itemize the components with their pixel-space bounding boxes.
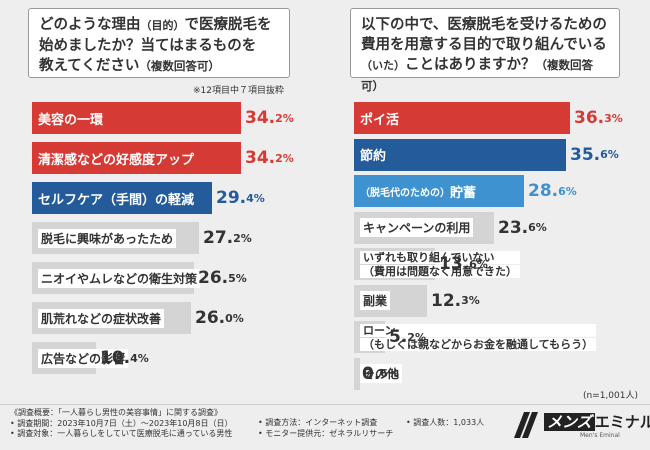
- bar: 脱毛に興味があったため: [32, 222, 199, 254]
- bar-label: 肌荒れなどの症状改善: [38, 308, 165, 328]
- bar-label: いずれも取り組んでいない: [360, 250, 520, 264]
- bar-value-label: 29. 4%: [216, 188, 265, 208]
- bar-value-label: 27. 2%: [203, 228, 252, 248]
- bar-value-label: 0. 6%: [362, 363, 399, 384]
- logo-text: メンズ エミナル: [544, 411, 650, 432]
- bar-value-label: 35. 6%: [570, 144, 619, 165]
- bar: 肌荒れなどの症状改善: [32, 302, 191, 334]
- bar-label: ローン: [360, 323, 597, 337]
- bar-label: キャンペーンの利用: [360, 218, 474, 237]
- footer-survey-provider: • モニター提供元：ゼネラルリサーチ: [258, 428, 394, 438]
- bar-label: 貯蓄: [450, 185, 477, 201]
- footer-survey-method: • 調査方法：インターネット調査: [258, 418, 378, 427]
- bar: ローン （もしくは親などからお金を融通してもらう）: [354, 321, 597, 353]
- bar-label: 脱毛に興味があったため: [38, 228, 177, 248]
- survey-footer: 《調査概要：「一人暮らし男性の美容事情」に関する調査》 • 調査期間：2023年…: [0, 404, 650, 450]
- right-chart-title: 以下の中で、医療脱毛を受けるための 費用を用意する目的で取り組んでいる （いた）…: [361, 17, 607, 93]
- bar-label: （もしくは親などからお金を融通してもらう）: [360, 337, 597, 351]
- extract-note: ※12項目中７項目抜粋: [193, 86, 284, 96]
- logo-subtext: Men's Eminal: [580, 432, 620, 439]
- bar-value-label: 34. 2%: [245, 108, 294, 128]
- bar: 美容の一環: [32, 102, 241, 134]
- bar-label: 美容の一環: [38, 112, 104, 128]
- bar: いずれも取り組んでいない （費用は問題なく用意できた）: [354, 248, 520, 280]
- bar: セルフケア（手間）の軽減: [32, 182, 212, 214]
- right-chart-title-box: 以下の中で、医療脱毛を受けるための 費用を用意する目的で取り組んでいる （いた）…: [350, 8, 620, 93]
- logo-mark-icon: [514, 412, 538, 438]
- footer-col-2: • 調査方法：インターネット調査 • モニター提供元：ゼネラルリサーチ: [258, 418, 393, 439]
- bar-value-label: 34. 2%: [245, 148, 294, 168]
- bar-value-label: 26. 0%: [195, 308, 244, 328]
- bar-value-label: 5. 2%: [389, 327, 426, 347]
- footer-col-3: • 調査人数：1,033人: [406, 418, 484, 429]
- brand-logo: メンズ エミナル Men's Eminal: [510, 408, 650, 444]
- bar-value-label: 28. 6%: [528, 181, 577, 201]
- bar: 広告などの影響: [32, 342, 129, 374]
- bar-value-label: 10. 4%: [100, 348, 149, 368]
- left-chart-title: どのような理由（目的）で医療脱毛を 始めましたか？当てはまるものを 教えてくださ…: [39, 17, 272, 74]
- right-chart-subtitle: （複数回答可）: [361, 58, 593, 93]
- right-bar-chart: ポイ活 36. 3% 節約 35. 6% （脱毛代のための） 貯蓄 28. 6% キャンペーンの利用…: [354, 102, 644, 390]
- bar-label: （脱毛代のための）: [360, 187, 450, 199]
- bar: ニオイやムレなどの衛生対策: [32, 262, 201, 294]
- bar: 副業: [354, 284, 427, 317]
- bar-label: ポイ活: [360, 112, 400, 128]
- bar-label: （費用は問題なく用意できた）: [360, 264, 520, 278]
- bar-value-label: 36. 3%: [574, 108, 623, 128]
- bar: 清潔感などの好感度アップ: [32, 142, 241, 174]
- bar-value-label: 12. 3%: [431, 290, 480, 311]
- footer-col-1: 《調査概要：「一人暮らし男性の美容事情」に関する調査》 • 調査期間：2023年…: [10, 408, 233, 440]
- footer-survey-title: 《調査概要：「一人暮らし男性の美容事情」に関する調査》: [10, 408, 222, 417]
- footer-survey-count: • 調査人数：1,033人: [406, 418, 485, 427]
- bar-value-label: 26. 5%: [198, 268, 247, 288]
- bar-label: 副業: [360, 291, 391, 310]
- left-bar-chart: 美容の一環 34. 2% 清潔感などの好感度アップ 34. 2% セルフケア（手間）の軽減 2…: [32, 102, 332, 382]
- bar-label: その他: [360, 364, 403, 383]
- bar-label: セルフケア（手間）の軽減: [38, 192, 195, 208]
- left-chart-title-box: どのような理由（目的）で医療脱毛を 始めましたか？当てはまるものを 教えてくださ…: [28, 8, 290, 78]
- bar-label: 広告などの影響: [38, 348, 129, 368]
- left-chart-subtitle: （複数回答可）: [139, 59, 220, 73]
- bar: その他: [354, 357, 403, 390]
- bar: キャンペーンの利用: [354, 211, 494, 244]
- bar: 節約: [354, 138, 566, 171]
- bar-label: ニオイやムレなどの衛生対策: [38, 268, 201, 288]
- bar-label: 清潔感などの好感度アップ: [38, 152, 195, 168]
- bar-value-label: 13. 6%: [439, 254, 488, 274]
- footer-survey-period: • 調査期間：2023年10月7日（土）～2023年10月8日（日）: [10, 418, 233, 428]
- bar: ポイ活: [354, 102, 570, 134]
- bar-label: 節約: [360, 149, 387, 164]
- bar: （脱毛代のための） 貯蓄: [354, 175, 524, 207]
- footer-survey-target: • 調査対象：一人暮らしをしていて医療脱毛に通っている男性: [10, 429, 233, 438]
- bar-value-label: 23. 6%: [498, 217, 547, 238]
- sample-size-note: (n=1,001人): [582, 391, 638, 401]
